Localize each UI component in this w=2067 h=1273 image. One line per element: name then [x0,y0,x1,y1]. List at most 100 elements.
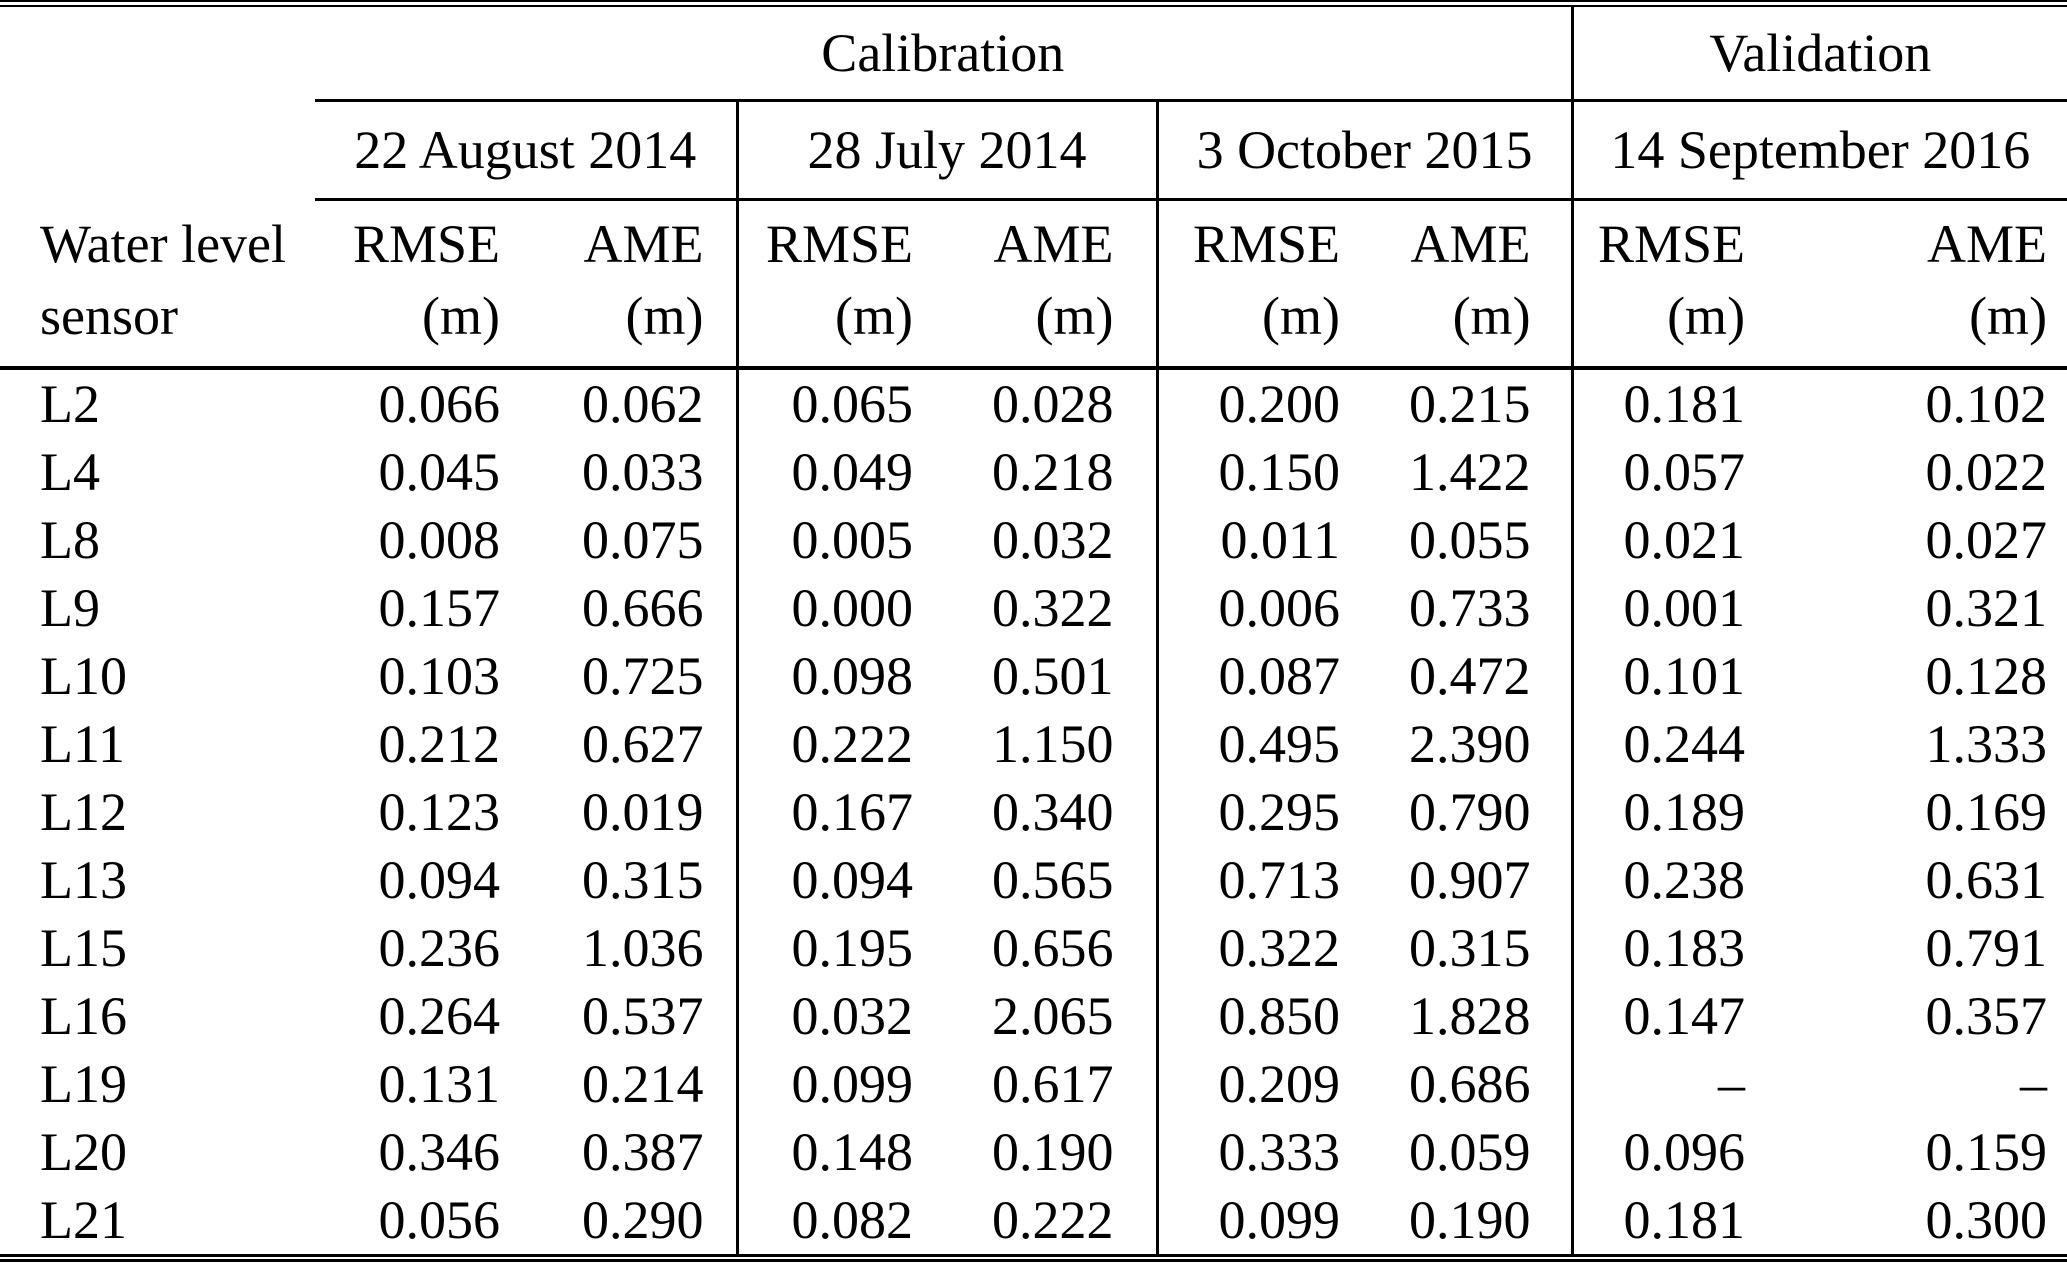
value-cell: 0.167 [791,781,914,842]
value-cell: 0.322 [945,573,1159,642]
table-row: L21 0.056 0.290 0.082 0.222 0.099 0.190 0.181 0.… [0,1185,2067,1258]
value-cell: 0.617 [945,1049,1159,1118]
table-row: L13 0.094 0.315 0.094 0.565 0.713 0.907 0.238 0.… [0,845,2067,914]
rmse-column-header: RMSE (m) [1572,199,1791,370]
value-cell: 0.022 [1925,441,2048,502]
value-cell: 0.346 [378,1121,501,1182]
value-cell: – [2020,1053,2048,1114]
unit-label: (m) [1035,285,1114,346]
table-row: L19 0.131 0.214 0.099 0.617 0.209 0.686 – – [0,1049,2067,1118]
sensor-cell: L10 [40,645,127,706]
table-row: L8 0.008 0.075 0.005 0.032 0.011 0.055 0.021 0.0… [0,505,2067,574]
table-row: L10 0.103 0.725 0.098 0.501 0.087 0.472 0.101 0.… [0,641,2067,710]
sensor-cell: L19 [40,1053,127,1114]
value-cell: 0.212 [378,713,501,774]
table-row: L20 0.346 0.387 0.148 0.190 0.333 0.059 0.096 0.… [0,1117,2067,1186]
value-cell: 1.036 [525,913,739,982]
value-cell: 0.099 [791,1053,914,1114]
value-cell: 0.218 [945,437,1159,506]
value-cell: 1.828 [1367,981,1574,1050]
value-cell: 0.495 [1218,713,1341,774]
value-cell: 0.094 [378,849,501,910]
value-cell: 0.148 [791,1121,914,1182]
value-cell: 0.159 [1925,1121,2048,1182]
ame-label: AME [993,213,1114,274]
value-cell: 0.907 [1367,845,1574,914]
ame-label: AME [583,213,704,274]
value-cell: 0.049 [791,441,914,502]
value-cell: 0.666 [525,573,739,642]
value-cell: 0.027 [1925,509,2048,570]
value-cell: 0.321 [1925,577,2048,638]
rmse-label: RMSE [1597,213,1746,274]
value-cell: 0.725 [525,641,739,710]
unit-label: (m) [422,285,500,346]
corner-cell [0,101,315,200]
sensor-cell: L2 [40,373,100,434]
value-cell: 0.565 [945,845,1159,914]
table-row: L12 0.123 0.019 0.167 0.340 0.295 0.790 0.189 0.… [0,777,2067,846]
validation-section-label: Validation [1572,3,2067,102]
rmse-column-header: RMSE (m) [1157,199,1367,370]
value-cell: 0.222 [791,713,914,774]
value-cell: 1.333 [1925,713,2048,774]
sensor-cell: L4 [40,441,100,502]
value-cell: 1.150 [945,709,1159,778]
value-cell: 0.094 [791,849,914,910]
rmse-label: RMSE [1192,213,1340,274]
value-cell: 0.033 [525,437,739,506]
value-cell: 0.222 [945,1185,1159,1258]
value-cell: 0.005 [791,509,914,570]
unit-label: (m) [1969,285,2048,346]
value-cell: 0.214 [525,1049,739,1118]
sensor-cell: L8 [40,509,100,570]
value-cell: 0.131 [378,1053,501,1114]
ame-label: AME [1410,213,1531,274]
table-row: L15 0.236 1.036 0.195 0.656 0.322 0.315 0.183 0.… [0,913,2067,982]
value-cell: 0.147 [1623,985,1746,1046]
rmse-label: RMSE [765,213,913,274]
value-cell: 0.501 [945,641,1159,710]
value-cell: 0.238 [1623,849,1746,910]
ame-column-header: AME (m) [1790,199,2067,370]
sensor-cell: L12 [40,781,127,842]
value-cell: 0.295 [1218,781,1341,842]
unit-label: (m) [835,285,913,346]
table-row: L2 0.066 0.062 0.065 0.028 0.200 0.215 0.181 0.1… [0,367,2067,438]
value-cell: 0.065 [791,373,914,434]
value-cell: 2.065 [945,981,1159,1050]
table-row: L9 0.157 0.666 0.000 0.322 0.006 0.733 0.001 0.3… [0,573,2067,642]
value-cell: 0.656 [945,913,1159,982]
value-cell: 0.195 [791,917,914,978]
sensor-cell: L20 [40,1121,127,1182]
value-cell: 0.059 [1367,1117,1574,1186]
value-cell: 0.099 [1218,1189,1341,1250]
value-cell: 0.045 [378,441,501,502]
value-cell: 2.390 [1367,709,1574,778]
table-row: L16 0.264 0.537 0.032 2.065 0.850 1.828 0.147 0.… [0,981,2067,1050]
unit-label: (m) [1452,285,1531,346]
value-cell: 0.733 [1367,573,1574,642]
value-cell: 0.357 [1925,985,2048,1046]
value-cell: 0.028 [945,367,1159,438]
date-column-header: 14 September 2016 [1572,100,2067,201]
sensor-cell: L16 [40,985,127,1046]
value-cell: 0.006 [1218,577,1341,638]
value-cell: 0.537 [525,981,739,1050]
sensor-cell: L11 [40,713,125,774]
value-cell: 0.001 [1623,577,1746,638]
ame-column-header: AME (m) [525,199,739,370]
value-cell: 0.333 [1218,1121,1341,1182]
row-header-line1: Water level [40,213,287,274]
value-cell: 0.790 [1367,777,1574,846]
row-header-line2: sensor [40,285,178,346]
value-cell: 0.169 [1925,781,2048,842]
value-cell: 0.322 [1218,917,1341,978]
row-header-water-level-sensor: Water level sensor [0,199,315,370]
value-cell: 0.190 [945,1117,1159,1186]
value-cell: 0.123 [378,781,501,842]
value-cell: 0.056 [378,1189,501,1250]
value-cell: 0.082 [791,1189,914,1250]
sensor-cell: L15 [40,917,127,978]
